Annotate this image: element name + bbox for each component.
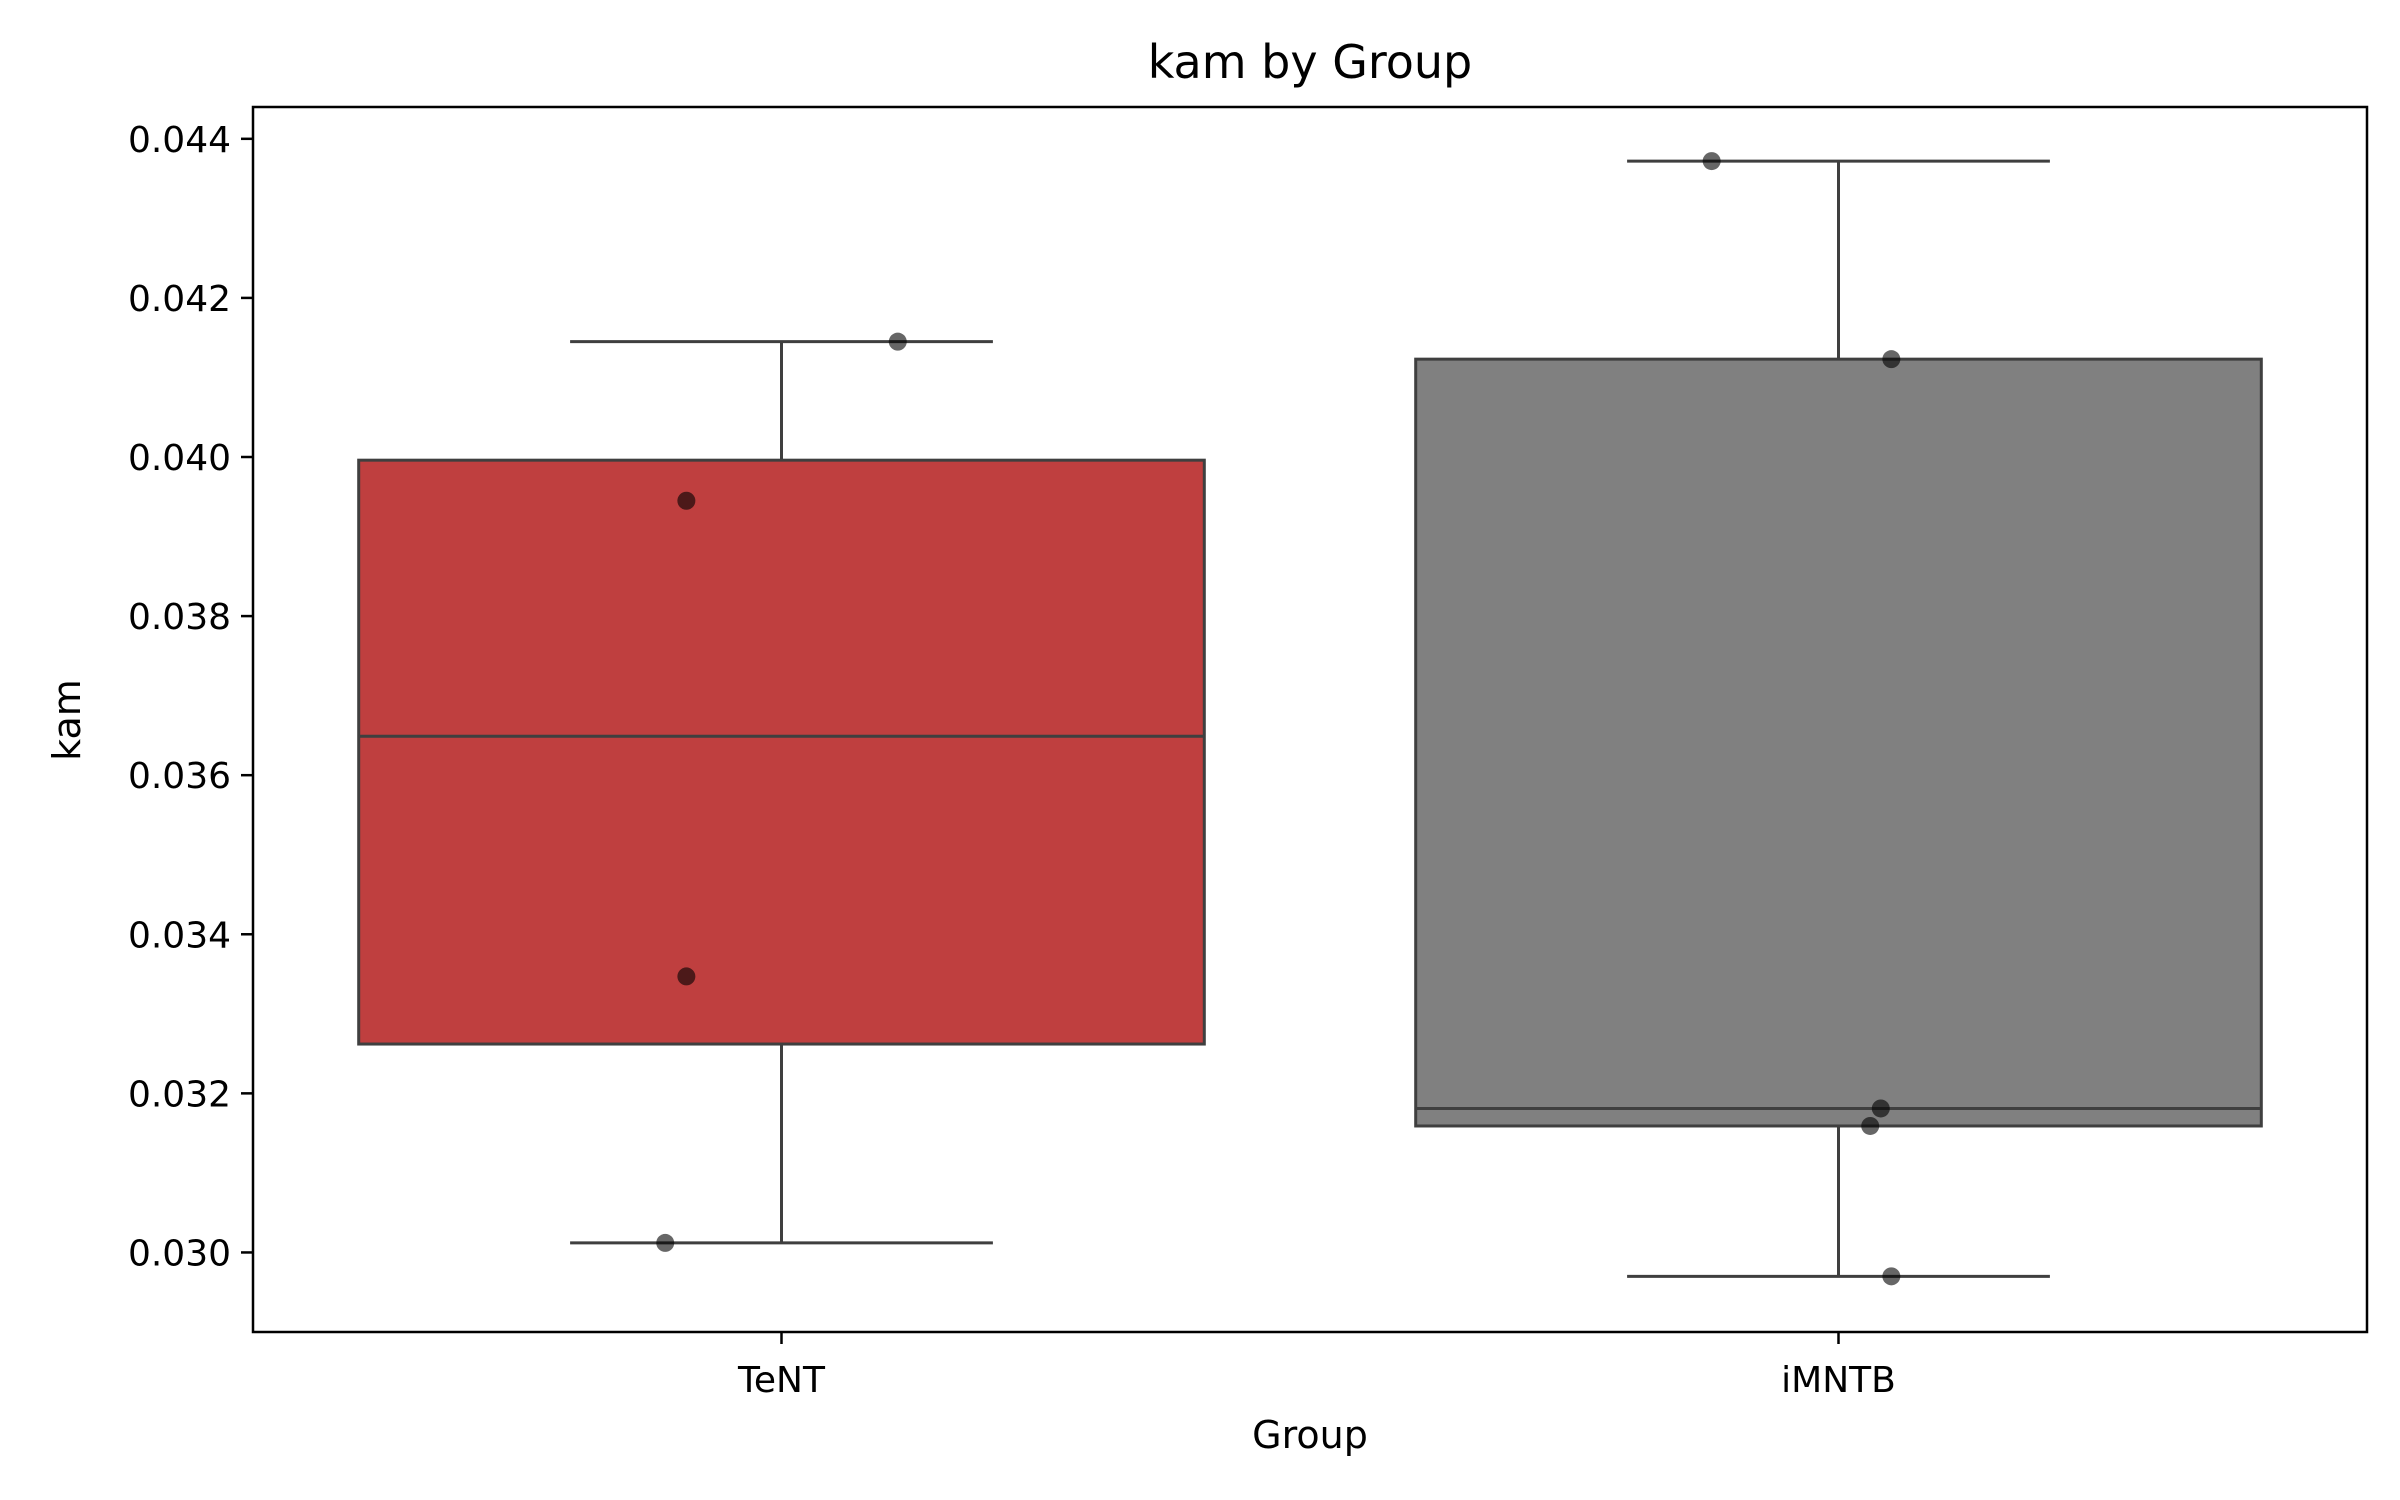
data-point (1702, 152, 1721, 171)
data-point (677, 491, 696, 510)
data-point (1882, 1267, 1901, 1286)
y-tick-label: 0.030 (128, 1233, 231, 1274)
y-tick-label: 0.040 (128, 438, 231, 479)
box-imntb (1414, 357, 2263, 1128)
y-axis: 0.030 0.032 0.034 0.036 0.038 0.040 0.042 0.044 (128, 120, 253, 1274)
y-tick-label: 0.032 (128, 1074, 231, 1115)
y-tick-label: 0.034 (128, 915, 231, 956)
y-tick-label: 0.036 (128, 756, 231, 797)
points-layer (656, 152, 1901, 1286)
box-group-tent (357, 340, 1206, 1245)
y-tick-label: 0.042 (128, 279, 231, 320)
data-point (1882, 350, 1901, 369)
x-axis-label: Group (1252, 1413, 1368, 1457)
x-axis: TeNT iMNTB (737, 1332, 1896, 1401)
y-tick-label: 0.038 (128, 597, 231, 638)
box-group-imntb (1414, 159, 2263, 1278)
boxes-layer (357, 159, 2263, 1278)
x-tick-label: iMNTB (1781, 1360, 1896, 1401)
box-tent (357, 458, 1206, 1046)
y-tick-label: 0.044 (128, 120, 231, 161)
data-point (888, 332, 907, 351)
x-tick-label: TeNT (737, 1360, 826, 1401)
y-axis-label: kam (45, 679, 89, 761)
data-point (656, 1233, 675, 1252)
data-point (677, 967, 696, 986)
data-point (1861, 1116, 1880, 1135)
chart-title: kam by Group (1148, 35, 1473, 89)
plot-area-frame (251, 105, 2369, 1334)
data-point (1871, 1099, 1890, 1118)
